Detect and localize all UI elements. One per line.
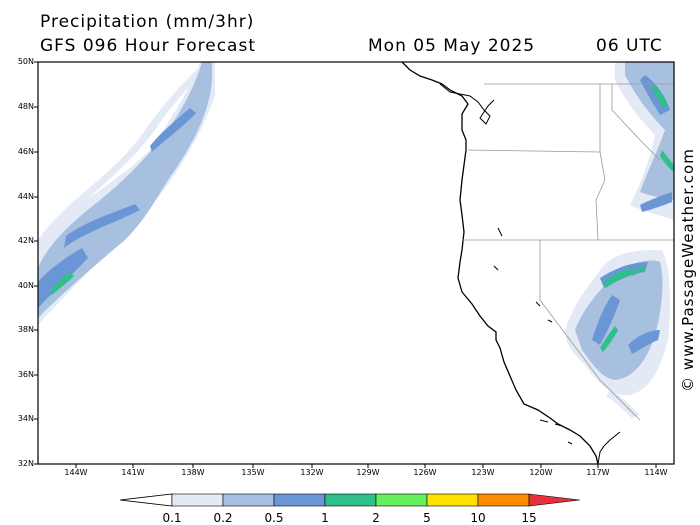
lon-label: 126W [413,468,437,477]
lon-label: 135W [241,468,265,477]
credit-watermark: © www.PassageWeather.com [679,148,697,392]
lon-label: 123W [471,468,495,477]
legend-tick: 1 [321,511,329,525]
legend-tick: 15 [521,511,537,525]
state-boundaries [462,83,674,421]
legend-tick: 10 [470,511,486,525]
precip-band-offshore [38,62,215,325]
lon-label: 114W [644,468,668,477]
lat-label: 40N [17,281,34,290]
lat-label: 46N [17,147,34,156]
channel-islands [539,419,573,445]
lat-label: 32N [17,459,34,468]
legend-swatch [222,493,275,507]
axis-ticks [34,61,657,468]
lon-label: 120W [529,468,553,477]
lat-label: 38N [17,325,34,334]
forecast-date: Mon 05 May 2025 [368,36,536,56]
lake-icon [493,227,553,323]
legend-swatch [324,493,377,507]
precip-legend [119,493,581,507]
legend-swatch [119,493,173,507]
lat-label: 48N [17,102,34,111]
legend-tick: 5 [423,511,431,525]
legend-swatch [273,493,326,507]
lat-label: 44N [17,192,34,201]
lon-label: 132W [300,468,324,477]
lon-label: 144W [64,468,88,477]
legend-swatch [477,493,530,507]
legend-swatch [375,493,428,507]
baja-coast [597,431,621,464]
legend-swatch [528,493,581,507]
lon-label: 117W [586,468,610,477]
lon-label: 141W [121,468,145,477]
map-title: Precipitation (mm/3hr) [40,12,255,32]
puget-sound [439,83,495,125]
lat-label: 42N [17,236,34,245]
lat-label: 34N [17,414,34,423]
legend-tick: 2 [372,511,380,525]
legend-tick: 0.1 [162,511,182,525]
legend-swatch [171,493,224,507]
lon-label: 129W [356,468,380,477]
lat-label: 50N [17,57,34,66]
precip-inland-nevada [565,250,670,418]
coastline [401,62,599,464]
forecast-label: GFS 096 Hour Forecast [40,36,256,56]
lon-label: 138W [181,468,205,477]
forecast-time: 06 UTC [596,36,663,56]
legend-swatch [426,493,479,507]
lat-label: 36N [17,370,34,379]
precip-northeast [615,62,674,220]
legend-tick: 0.2 [213,511,233,525]
legend-tick: 0.5 [264,511,284,525]
map-frame [37,61,675,465]
